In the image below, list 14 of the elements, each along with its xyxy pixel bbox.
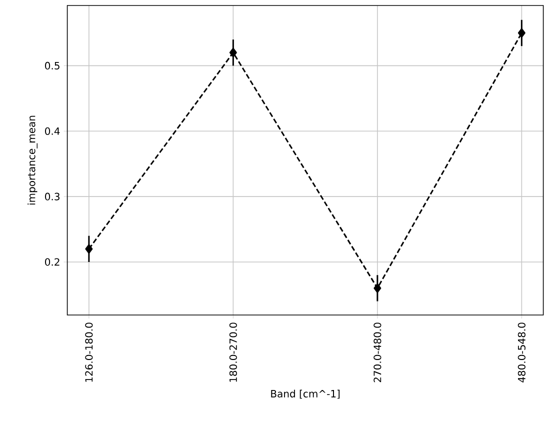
x-tick-label: 270.0-480.0 <box>374 322 382 382</box>
y-axis-title: importance_mean <box>28 116 38 205</box>
y-tick-label: 0.5 <box>45 62 60 70</box>
y-tick-label: 0.3 <box>45 192 60 200</box>
point <box>85 244 93 254</box>
x-tick-label: 480.0-548.0 <box>518 322 526 382</box>
point <box>518 28 526 38</box>
point <box>374 283 382 293</box>
y-tick-label: 0.2 <box>45 258 60 266</box>
x-tick-label: 180.0-270.0 <box>229 322 237 382</box>
point <box>229 48 237 58</box>
y-tick-label: 0.4 <box>45 127 60 135</box>
x-tick-label: 126.0-180.0 <box>85 322 93 382</box>
x-axis-title: Band [cm^-1] <box>271 390 340 399</box>
